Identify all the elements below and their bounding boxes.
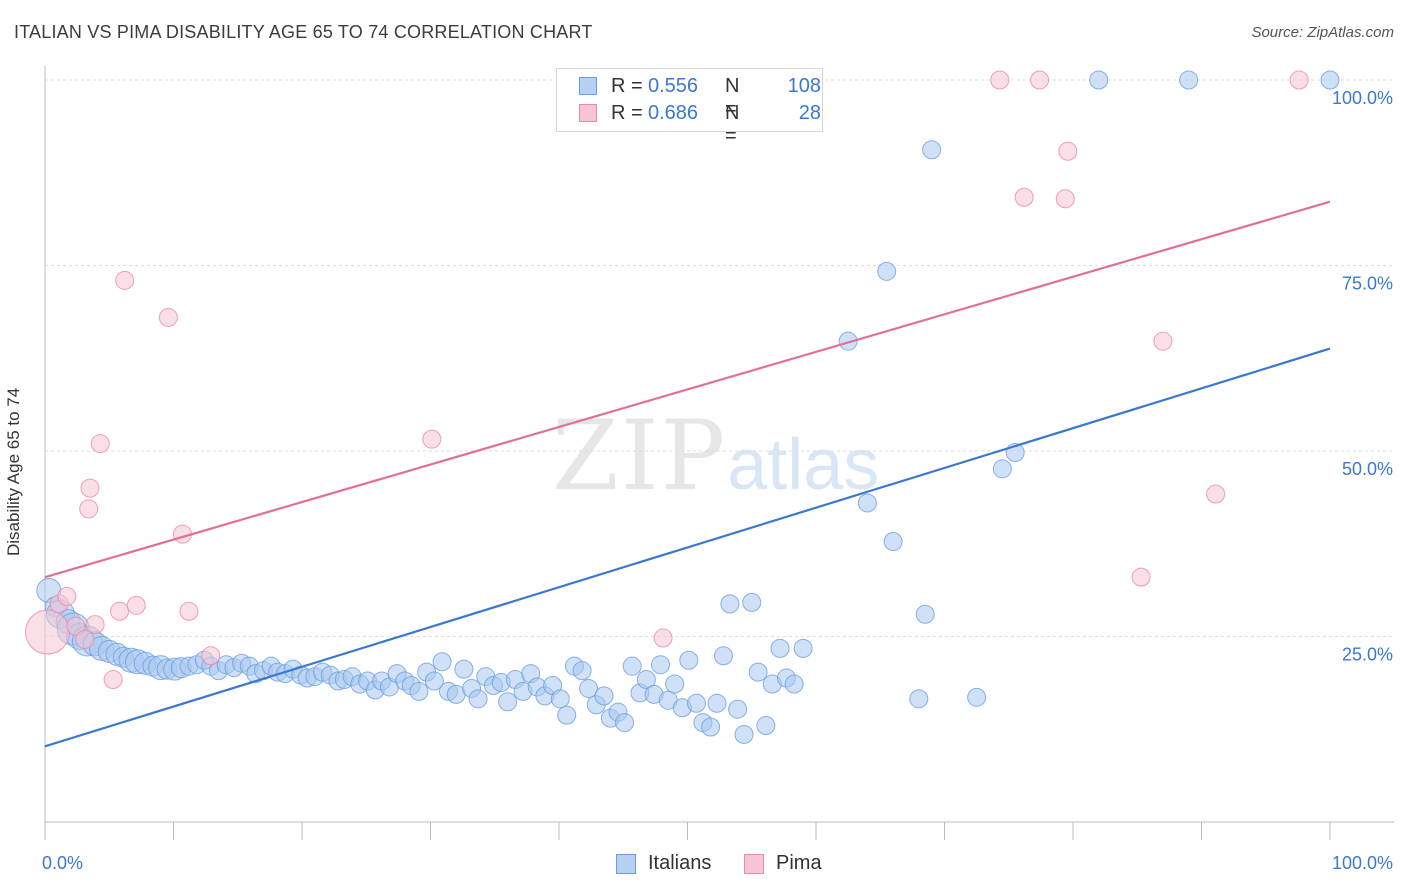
- italians-point-97: [742, 592, 762, 612]
- italians-point-115: [1089, 70, 1109, 90]
- pima-point-10: [110, 601, 130, 621]
- pima-point-5: [80, 478, 100, 498]
- source-label: Source: ZipAtlas.com: [1251, 24, 1394, 41]
- italians-trend-line: [44, 347, 1331, 748]
- pima-point-7: [85, 615, 105, 635]
- pima-point-3: [66, 616, 86, 636]
- x-tick-label-1: 100.0%: [1332, 853, 1393, 873]
- pima-r-value: 0.686: [648, 102, 699, 124]
- italians-n-label: N =: [725, 75, 740, 120]
- pima-point-4: [75, 629, 95, 649]
- italians-point-109: [909, 689, 929, 709]
- italians-point-111: [922, 140, 942, 160]
- italians-point-59: [468, 689, 488, 709]
- italians-n-value: 108: [787, 75, 821, 97]
- pima-n-label: N =: [725, 102, 740, 147]
- pima-point-23: [1058, 141, 1078, 161]
- italians-point-51: [409, 681, 429, 701]
- italians-point-82: [636, 670, 656, 690]
- pima-point-13: [158, 307, 178, 327]
- italians-point-53: [424, 671, 444, 691]
- italians-point-104: [793, 638, 813, 658]
- pima-point-8: [90, 434, 110, 454]
- italians-point-117: [1320, 70, 1340, 90]
- y-axis-label: Disability Age 65 to 74: [4, 387, 23, 556]
- pima-swatch: [579, 104, 597, 122]
- watermark-zip: ZIP: [552, 400, 728, 512]
- pima-point-19: [990, 70, 1010, 90]
- pima-point-21: [1030, 70, 1050, 90]
- italians-point-116: [1179, 70, 1199, 90]
- italians-point-95: [728, 699, 748, 719]
- italians-point-54: [432, 652, 452, 672]
- italians-point-105: [838, 331, 858, 351]
- pima-r-label: R =: [611, 102, 643, 124]
- italians-point-76: [594, 686, 614, 706]
- italians-r-label: R =: [611, 75, 643, 97]
- watermark: ZIPatlas: [552, 400, 879, 512]
- italians-point-80: [622, 656, 642, 676]
- italians-r-value: 0.556: [648, 75, 699, 97]
- pima-point-25: [1153, 331, 1173, 351]
- italians-point-107: [877, 261, 897, 281]
- pima-point-6: [79, 499, 99, 519]
- pima-point-17: [422, 429, 442, 449]
- italians-point-110: [915, 604, 935, 624]
- italians-point-108: [883, 532, 903, 552]
- italians-point-84: [651, 655, 671, 675]
- pima-point-16: [201, 646, 221, 666]
- italians-point-79: [615, 713, 635, 733]
- italians-point-96: [734, 724, 754, 744]
- pima-point-12: [126, 595, 146, 615]
- pima-point-11: [115, 270, 135, 290]
- pima-point-27: [1289, 70, 1309, 90]
- pima-legend-label: Pima: [776, 852, 822, 874]
- pima-legend-swatch: [744, 854, 764, 874]
- italians-point-112: [967, 687, 987, 707]
- italians-point-103: [784, 674, 804, 694]
- italians-point-98: [748, 662, 768, 682]
- italians-point-93: [713, 646, 733, 666]
- pima-point-9: [103, 670, 123, 690]
- italians-point-99: [756, 716, 776, 736]
- italians-point-86: [665, 674, 685, 694]
- italians-legend-swatch: [616, 854, 636, 874]
- chart-title: ITALIAN VS PIMA DISABILITY AGE 65 TO 74 …: [14, 22, 593, 42]
- pima-point-20: [1014, 187, 1034, 207]
- pima-point-22: [1055, 189, 1075, 209]
- pima-point-18: [653, 628, 673, 648]
- italians-point-113: [992, 459, 1012, 479]
- pima-point-2: [57, 586, 77, 606]
- italians-point-73: [572, 661, 592, 681]
- italians-swatch: [579, 77, 597, 95]
- y-tick-label-2: 75.0%: [1342, 274, 1393, 294]
- italians-point-70: [550, 689, 570, 709]
- italians-point-91: [701, 717, 721, 737]
- italians-point-74: [579, 678, 599, 698]
- italians-point-94: [720, 594, 740, 614]
- italians-point-57: [454, 659, 474, 679]
- y-tick-label-3: 100.0%: [1332, 88, 1393, 108]
- pima-n-value: 28: [798, 102, 821, 124]
- italians-point-92: [707, 693, 727, 713]
- pima-point-0: [25, 609, 71, 655]
- pima-point-15: [179, 601, 199, 621]
- pima-point-24: [1131, 567, 1151, 587]
- pima-point-26: [1206, 484, 1226, 504]
- italians-point-101: [770, 638, 790, 658]
- correlation-legend: R = 0.556 N = 108 R = 0.686 N = 28: [556, 68, 823, 147]
- italians-point-106: [857, 493, 877, 513]
- y-tick-label-0: 25.0%: [1342, 645, 1393, 665]
- italians-point-88: [679, 650, 699, 670]
- watermark-atlas: atlas: [727, 425, 880, 505]
- y-tick-label-1: 50.0%: [1342, 459, 1393, 479]
- italians-point-89: [686, 693, 706, 713]
- x-tick-label-0: 0.0%: [42, 853, 83, 873]
- italians-legend-label: Italians: [648, 852, 712, 874]
- italians-point-63: [498, 692, 518, 712]
- pima-trend-line: [44, 200, 1331, 579]
- italians-point-71: [557, 705, 577, 725]
